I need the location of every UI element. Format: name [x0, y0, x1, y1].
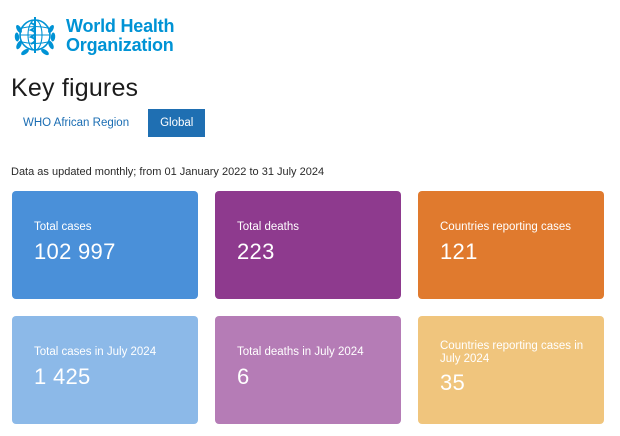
logo-line-2: Organization [66, 35, 174, 55]
card-value: 6 [237, 364, 250, 389]
card-label: Total deaths in July 2024 [237, 346, 364, 358]
card-value: 223 [237, 239, 275, 264]
card-countries-reporting: Countries reporting cases 121 [418, 191, 604, 299]
tab-who-african-region[interactable]: WHO African Region [23, 117, 130, 129]
card-countries-reporting-july: Countries reporting cases in July 2024 3… [418, 316, 604, 424]
card-label: Total cases in July 2024 [34, 346, 157, 358]
who-logo[interactable]: World Health Organization [10, 10, 174, 62]
card-total-deaths-july: Total deaths in July 2024 6 [215, 316, 401, 424]
tab-global[interactable]: Global [148, 109, 206, 137]
key-figures-grid: Total cases 102 997 Total deaths 223 Cou… [12, 191, 604, 424]
page-title: Key figures [11, 74, 139, 102]
card-label: Total deaths [237, 221, 300, 233]
card-value: 1 425 [34, 364, 91, 389]
card-total-deaths: Total deaths 223 [215, 191, 401, 299]
who-wordmark: World Health Organization [66, 17, 174, 55]
card-label: Countries reporting cases [440, 221, 572, 233]
card-total-cases: Total cases 102 997 [12, 191, 198, 299]
card-value: 121 [440, 239, 478, 264]
logo-line-1: World Health [66, 16, 175, 36]
data-update-note: Data as updated monthly; from 01 January… [11, 166, 325, 178]
card-label: Total cases [34, 221, 92, 233]
card-total-cases-july: Total cases in July 2024 1 425 [12, 316, 198, 424]
card-value: 102 997 [34, 239, 116, 264]
card-label: Countries reporting cases in July 2024 [440, 340, 584, 365]
card-value: 35 [440, 370, 466, 395]
who-emblem-icon [14, 17, 56, 56]
region-tabs: WHO African Region Global [12, 109, 206, 137]
